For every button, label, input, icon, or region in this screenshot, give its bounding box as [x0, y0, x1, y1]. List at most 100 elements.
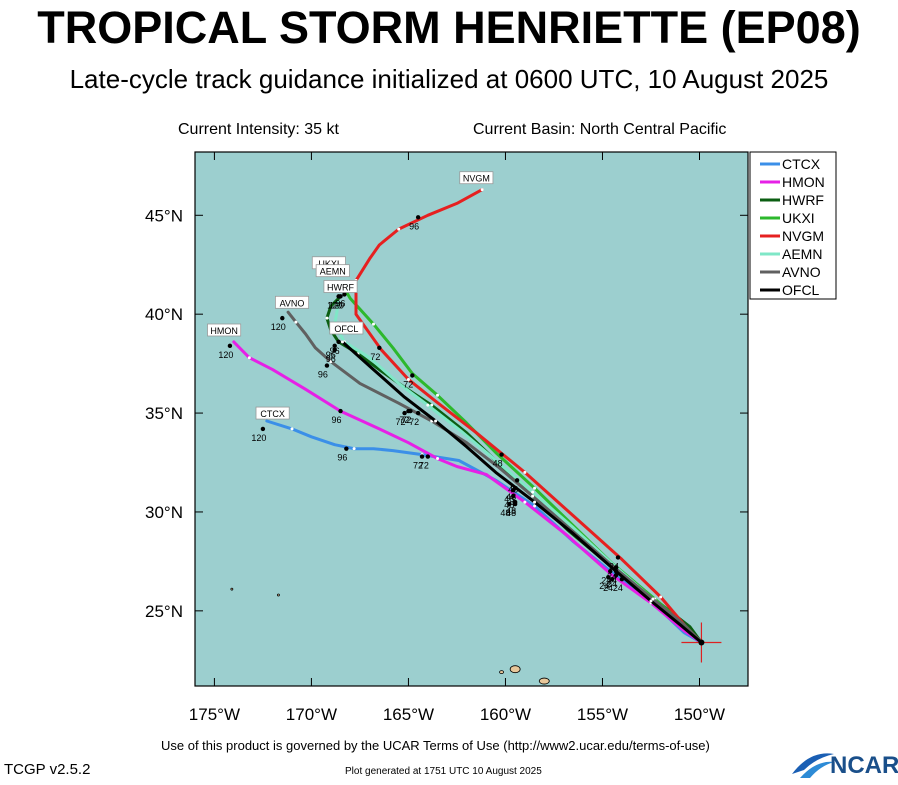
forecast-point	[408, 408, 413, 414]
forecast-point	[512, 499, 518, 505]
forecast-hour-label: 120	[218, 350, 233, 360]
legend-label-avno: AVNO	[782, 264, 821, 280]
forecast-hour-label: 96	[409, 221, 419, 231]
forecast-hour-label: 96	[337, 453, 347, 463]
track-marker	[406, 377, 410, 381]
x-tick-label: 150°W	[674, 705, 725, 724]
track-marker	[340, 340, 344, 344]
forecast-hour-label: 72	[370, 352, 380, 362]
forecast-hour-label: 120	[271, 322, 286, 332]
track-tag-box	[459, 171, 494, 185]
forecast-point	[332, 343, 337, 349]
forecast-hour-label: 72	[419, 461, 429, 471]
forecast-point	[336, 339, 341, 345]
forecast-point	[507, 501, 512, 507]
forecast-point	[609, 577, 615, 582]
forecast-point	[377, 345, 382, 350]
y-tick-label: 30°N	[145, 503, 183, 522]
track-tag: AVNO	[280, 298, 305, 308]
track-marker	[426, 403, 430, 407]
island	[499, 670, 504, 675]
forecast-point	[613, 573, 619, 578]
forecast-hour-label: 72	[413, 461, 423, 471]
forecast-point	[336, 294, 341, 299]
ncar-logo-icon	[792, 753, 834, 778]
x-tick-label: 175°W	[189, 705, 240, 724]
forecast-point	[415, 410, 421, 416]
track-marker	[436, 457, 440, 461]
legend-label-ukxi: UKXI	[782, 210, 815, 226]
track-tag-box	[315, 264, 350, 278]
forecast-hour-label: 96	[318, 370, 328, 380]
track-tag: UKXI	[318, 259, 339, 269]
forecast-point	[227, 343, 233, 349]
forecast-point	[514, 478, 520, 483]
track-marker	[523, 500, 527, 504]
forecast-hour-label: 96	[326, 354, 336, 364]
forecast-hour-label: 72	[399, 415, 409, 425]
forecast-hour-label: 120	[327, 300, 342, 310]
forecast-hour-label: 96	[326, 350, 336, 360]
forecast-point	[260, 426, 266, 432]
forecast-point	[619, 577, 625, 582]
track-marker	[329, 360, 333, 364]
track-marker	[649, 599, 653, 603]
track-marker	[352, 447, 356, 451]
forecast-point	[332, 347, 337, 352]
island	[538, 677, 550, 685]
forecast-point	[511, 493, 516, 499]
forecast-point	[415, 215, 421, 220]
forecast-hour-label: 48	[508, 484, 518, 494]
forecast-hour-label: 24	[613, 583, 623, 593]
track-marker	[325, 316, 329, 320]
track-marker	[247, 356, 251, 360]
forecast-point	[608, 569, 613, 574]
forecast-hour-label: 72	[403, 379, 413, 389]
forecast-point	[410, 373, 415, 378]
track-tag-box	[323, 280, 358, 293]
track-tag: HMON	[210, 326, 238, 336]
forecast-point	[499, 452, 504, 457]
track-marker	[290, 427, 294, 431]
track-tag: OFCL	[334, 324, 358, 334]
legend-label-hmon: HMON	[782, 174, 825, 190]
track-marker	[523, 470, 527, 474]
island	[277, 593, 280, 597]
forecast-hour-label: 120	[251, 433, 266, 443]
x-tick-label: 155°W	[577, 705, 628, 724]
track-tag-box	[255, 406, 290, 420]
track-tag: CTCX	[260, 409, 285, 419]
chart-subtitle: Late-cycle track guidance initialized at…	[69, 64, 829, 94]
track-ctcx	[265, 419, 703, 644]
track-marker	[397, 227, 401, 231]
track-marker	[659, 595, 663, 599]
forecast-point	[425, 454, 431, 459]
y-tick-label: 35°N	[145, 404, 183, 423]
current-basin: Current Basin: North Central Pacific	[473, 121, 727, 138]
forecast-hour-label: 48	[500, 508, 510, 518]
legend-label-aemn: AEMN	[782, 246, 822, 262]
forecast-hour-label: 48	[504, 494, 514, 504]
forecast-hour-label: 24	[603, 583, 613, 593]
track-marker	[434, 419, 438, 423]
forecast-hour-label: 48	[493, 459, 503, 469]
forecast-point	[280, 315, 285, 321]
forecast-point	[512, 486, 518, 491]
forecast-point	[419, 454, 425, 459]
forecast-point	[338, 408, 343, 414]
forecast-hour-label: 72	[409, 417, 419, 427]
x-tick-label: 165°W	[383, 705, 434, 724]
island	[509, 665, 521, 674]
forecast-hour-label: 48	[506, 506, 516, 516]
track-tag-box	[329, 321, 364, 335]
track-tag-box	[207, 323, 242, 337]
forecast-hour-label: 48	[506, 492, 516, 502]
forecast-point	[402, 410, 407, 416]
track-marker	[533, 500, 537, 504]
forecast-point	[613, 569, 619, 574]
track-tag: NVGM	[463, 174, 490, 184]
legend-box	[749, 151, 837, 300]
forecast-point	[342, 292, 347, 297]
island	[230, 587, 234, 591]
